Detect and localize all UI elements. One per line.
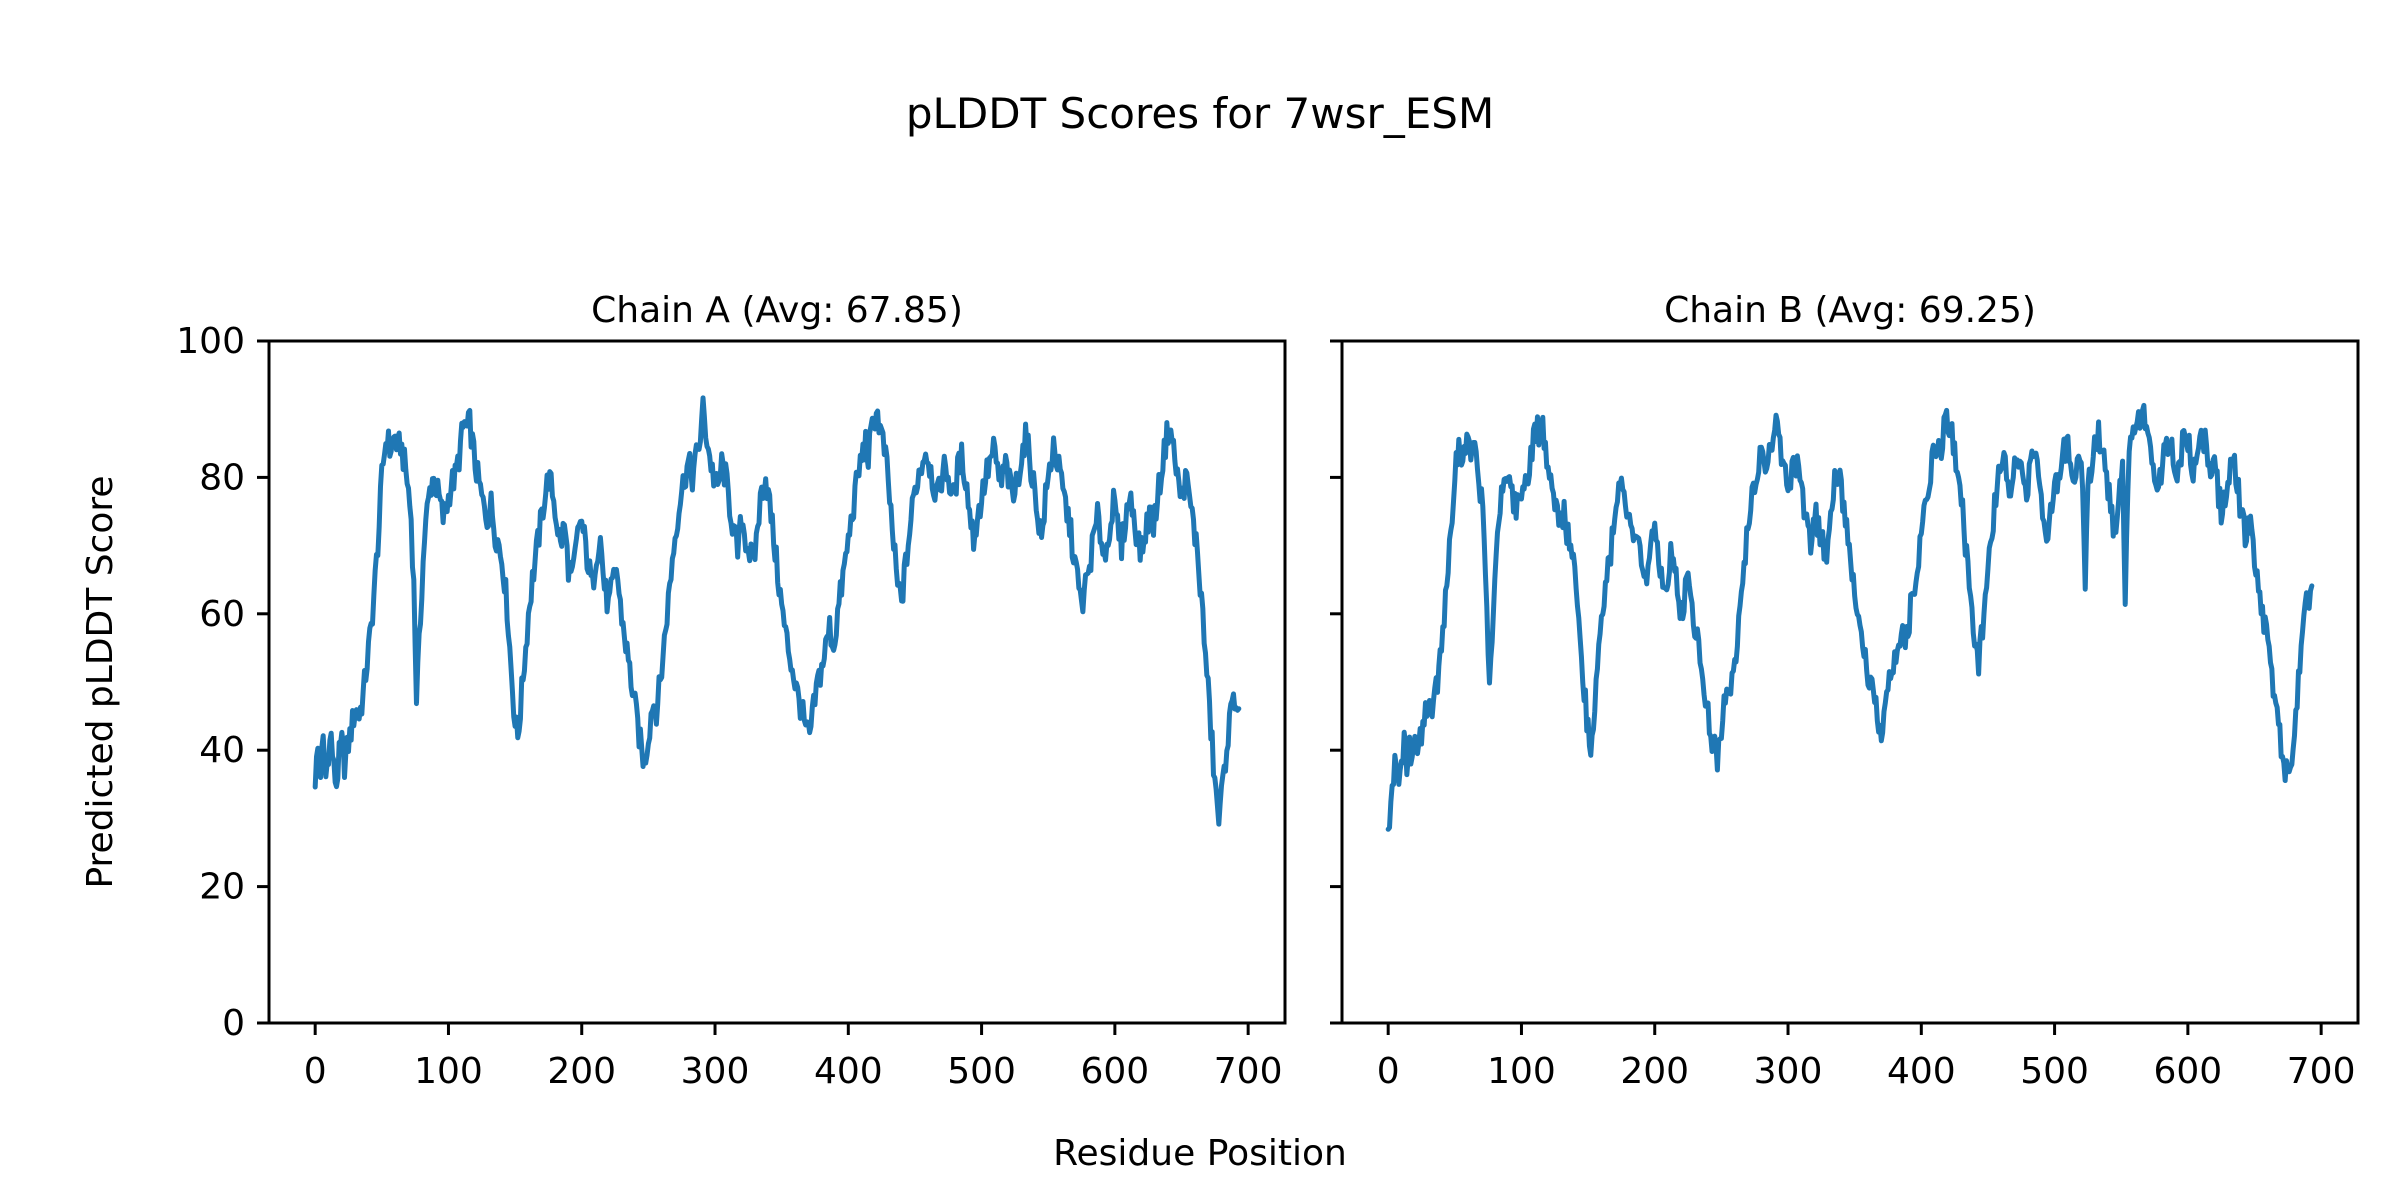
plot-box [1340, 339, 2360, 1025]
x-tick-label: 100 [1487, 1051, 1556, 1092]
x-axis-label: Residue Position [1053, 1133, 1347, 1174]
y-tick-label: 80 [199, 457, 245, 498]
x-tick-label: 700 [1214, 1051, 1283, 1092]
y-tick-label: 60 [199, 594, 245, 635]
axes-layer: 0 100 200 300 400 500 600 700 0 20 40 60 80 100 0 100 20… [176, 321, 2360, 1092]
x-tick-label: 200 [1620, 1051, 1689, 1092]
plddt-line-chain-b [1385, 402, 2315, 832]
x-tick-label: 200 [547, 1051, 616, 1092]
plddt-line-chain-a [312, 395, 1242, 827]
x-tick-label: 400 [814, 1051, 883, 1092]
y-tick-label: 20 [199, 867, 245, 908]
plot-box [267, 339, 1287, 1025]
x-tick-label: 500 [947, 1051, 1016, 1092]
data-layer [312, 395, 2315, 832]
x-tick-label: 600 [2154, 1051, 2223, 1092]
x-tick-label: 0 [304, 1051, 327, 1092]
y-tick-label: 40 [199, 730, 245, 771]
x-tick-label: 300 [681, 1051, 750, 1092]
y-tick-label: 0 [222, 1003, 245, 1044]
subplot-b-title: Chain B (Avg: 69.25) [1664, 290, 2036, 331]
x-tick-label: 700 [2287, 1051, 2356, 1092]
x-tick-label: 100 [414, 1051, 483, 1092]
subplot-a-title: Chain A (Avg: 67.85) [591, 290, 963, 331]
x-tick-label: 500 [2020, 1051, 2089, 1092]
x-tick-label: 600 [1081, 1051, 1150, 1092]
x-tick-label: 300 [1754, 1051, 1823, 1092]
x-tick-label: 400 [1887, 1051, 1956, 1092]
figure-title: pLDDT Scores for 7wsr_ESM [906, 89, 1494, 138]
y-tick-label: 100 [176, 321, 245, 362]
x-tick-label: 0 [1377, 1051, 1400, 1092]
y-axis-label: Predicted pLDDT Score [80, 475, 121, 888]
